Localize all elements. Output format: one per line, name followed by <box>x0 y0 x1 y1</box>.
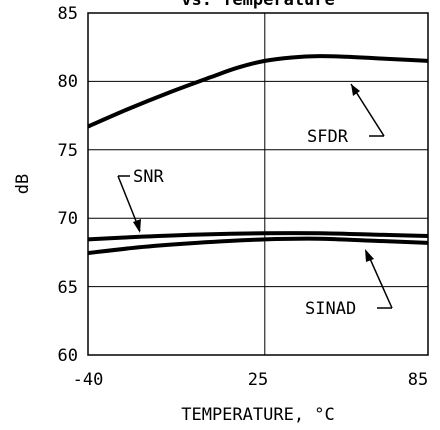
x-tick-label-85: 85 <box>408 370 428 390</box>
series-line-snr <box>87 231 429 242</box>
series-line-sfdr <box>87 54 429 129</box>
y-tick-label-65: 65 <box>58 278 78 298</box>
sinad-arrowhead <box>365 249 374 262</box>
x-tick-labels: -40 25 85 <box>73 370 429 390</box>
y-tick-label-70: 70 <box>58 209 78 229</box>
sinad-label: SINAD <box>305 299 356 319</box>
snr-arrowhead <box>133 219 141 233</box>
snr-callout: SNR <box>117 167 164 233</box>
y-tick-label-75: 75 <box>58 141 78 161</box>
sfdr-arrowhead <box>351 84 360 96</box>
snr-label: SNR <box>133 167 164 187</box>
x-tick-label-minus40: -40 <box>73 370 104 390</box>
x-axis-label: TEMPERATURE, °C <box>181 405 335 425</box>
chart-title: vs. Temperature <box>181 0 335 10</box>
series-lines <box>87 54 429 256</box>
x-tick-label-25: 25 <box>248 370 268 390</box>
sfdr-callout: SFDR <box>307 83 385 147</box>
plot-frame <box>87 12 429 356</box>
y-tick-label-80: 80 <box>58 72 78 92</box>
series-line-sinad <box>87 236 429 256</box>
sinad-callout: SINAD <box>305 249 393 319</box>
sinad-leader-line <box>366 251 393 309</box>
y-tick-labels: 85 80 75 70 65 60 <box>58 4 78 366</box>
sfdr-label: SFDR <box>307 127 349 147</box>
y-tick-label-85: 85 <box>58 4 78 24</box>
y-tick-label-60: 60 <box>58 346 78 366</box>
y-axis-label: dB <box>13 174 33 194</box>
